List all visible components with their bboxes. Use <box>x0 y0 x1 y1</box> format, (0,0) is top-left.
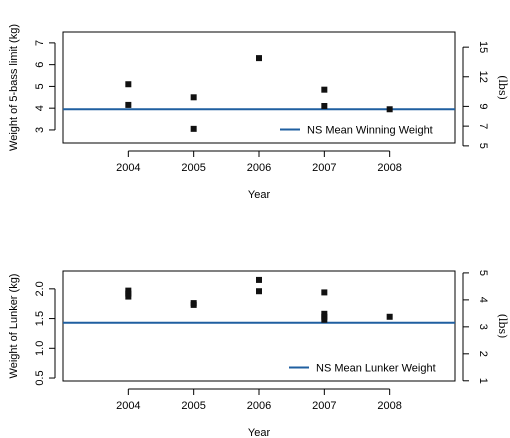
x-tick-label: 2004 <box>116 162 140 174</box>
y2-tick-label: 9 <box>477 103 489 109</box>
y-tick-label: 3 <box>34 127 46 133</box>
y-tick-label: 6 <box>34 62 46 68</box>
data-point <box>190 125 197 132</box>
x-tick-label: 2007 <box>312 162 336 174</box>
x-tick-label: 2005 <box>181 400 205 412</box>
legend-box <box>283 358 452 377</box>
x-axis-title: Year <box>248 427 271 438</box>
x-tick-label: 2006 <box>247 400 271 412</box>
y-tick-label: 4 <box>34 105 46 111</box>
y2-tick-label: 7 <box>477 123 489 129</box>
data-point <box>125 101 132 108</box>
data-point <box>321 86 328 93</box>
data-point <box>256 276 262 283</box>
x-tick-label: 2008 <box>377 400 401 412</box>
data-point <box>256 288 262 295</box>
y2-axis-title: (lbs) <box>496 314 509 339</box>
y-axis-title: Weight of 5-bass limit (kg) <box>8 24 20 151</box>
y-axis-title: Weight of Lunker (kg) <box>8 274 20 379</box>
y-tick-label: 2.0 <box>34 281 46 296</box>
data-point <box>125 81 132 88</box>
x-tick-label: 2005 <box>181 162 205 174</box>
data-point <box>190 301 197 308</box>
plot-frame <box>62 31 456 144</box>
panel-5-bass-limit: 2004 2005 2006 2007 2008 3 4 5 6 7 5 7 9 12 15 Year Weig… <box>8 24 509 201</box>
data-point <box>321 316 328 323</box>
y2-tick-label: 4 <box>477 297 489 303</box>
data-point <box>125 293 132 300</box>
y2-tick-label: 5 <box>477 143 489 149</box>
y2-tick-label: 2 <box>477 351 489 357</box>
y-tick-label: 5 <box>34 83 46 89</box>
x-tick-label: 2004 <box>116 400 140 412</box>
data-point <box>321 103 328 109</box>
y-tick-label: 1.0 <box>34 341 46 356</box>
panel-lunker: 2004 2005 2006 2007 2008 0.5 1.0 1.5 2.0 1 2 3 4 5 Yea… <box>8 270 509 438</box>
y2-tick-label: 12 <box>477 71 489 83</box>
legend-label: NS Mean Winning Weight <box>307 125 433 137</box>
data-point <box>386 106 393 113</box>
plot-frame <box>62 270 456 382</box>
y2-axis-title: (lbs) <box>496 75 509 100</box>
y-tick-label: 7 <box>34 40 46 46</box>
legend-box <box>274 120 452 139</box>
y2-tick-label: 1 <box>477 378 489 384</box>
data-point <box>321 289 328 296</box>
y2-tick-label: 5 <box>477 270 489 276</box>
legend-label: NS Mean Lunker Weight <box>316 363 436 375</box>
data-point <box>190 94 197 101</box>
y-tick-label: 0.5 <box>34 370 46 385</box>
x-tick-label: 2007 <box>312 400 336 412</box>
y2-tick-label: 15 <box>477 41 489 53</box>
y2-tick-label: 3 <box>477 324 489 330</box>
y-tick-label: 1.5 <box>34 311 46 326</box>
data-point <box>256 55 262 62</box>
data-point <box>386 313 393 320</box>
x-tick-label: 2006 <box>247 162 271 174</box>
x-axis-title: Year <box>248 189 271 201</box>
x-tick-label: 2008 <box>377 162 401 174</box>
